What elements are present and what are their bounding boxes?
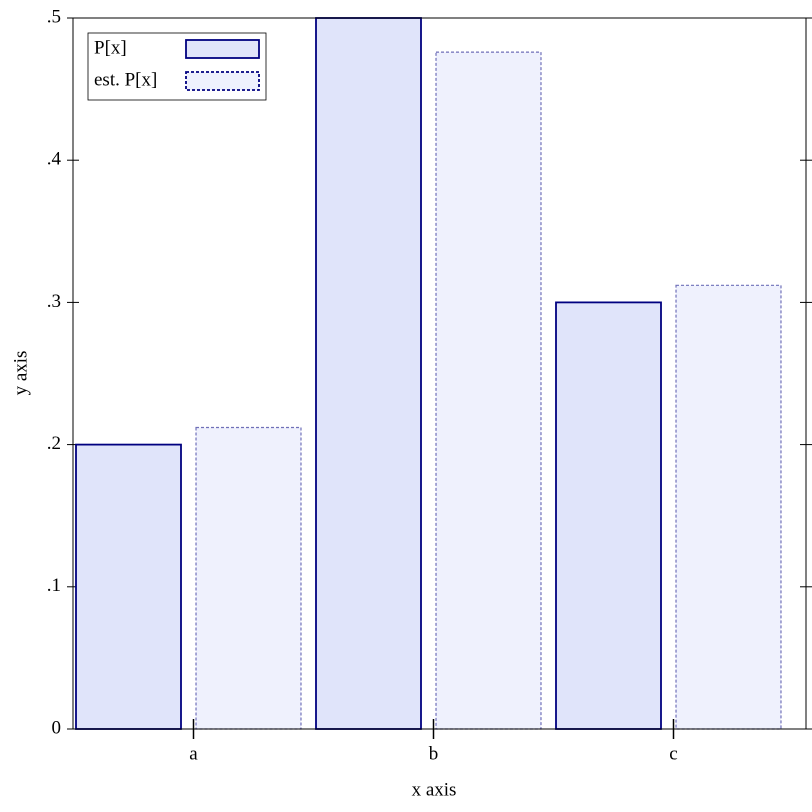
y-tick-label: .5 [47,6,61,27]
bar [75,443,182,730]
bar [195,426,302,730]
legend-label: P[x] [94,37,127,58]
y-axis-label: y axis [10,351,31,396]
legend-label: est. P[x] [94,69,157,90]
y-tick-label: .3 [47,291,61,312]
bar [675,284,782,730]
y-tick-label: .4 [47,149,62,170]
bar [435,51,542,730]
y-tick-label: .2 [47,433,61,454]
legend-swatch [185,39,260,59]
x-tick-label: a [189,743,198,764]
x-tick-label: b [429,743,439,764]
x-tick-label: c [669,743,677,764]
bar [555,301,662,730]
legend-swatch [185,71,260,91]
plot-frame [72,17,807,730]
y-tick-label: .1 [47,575,61,596]
x-axis-label: x axis [412,779,457,800]
bar [315,17,422,730]
y-tick-label: 0 [52,717,62,738]
